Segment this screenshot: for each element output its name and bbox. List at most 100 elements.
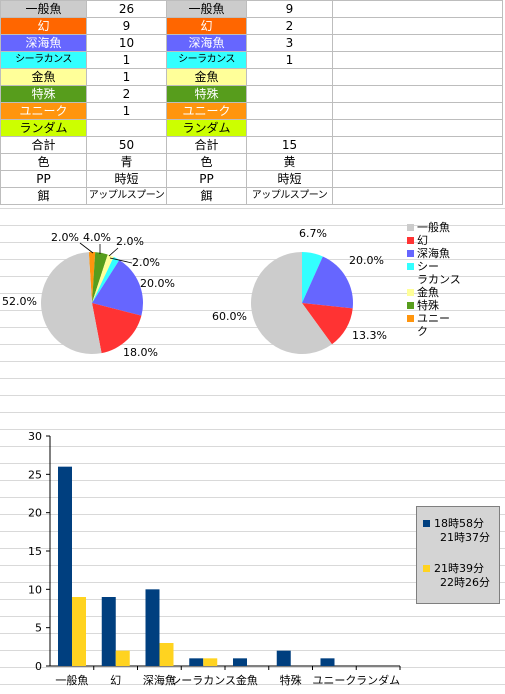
table-row: 特殊 2 特殊 xyxy=(0,85,503,103)
sheet-row-line xyxy=(0,599,505,600)
sheet-row-line xyxy=(0,514,505,515)
table-cell[interactable]: ランダム xyxy=(166,119,247,137)
table-cell[interactable]: 15 xyxy=(246,136,333,154)
table-cell[interactable]: 2 xyxy=(86,85,167,103)
table-cell[interactable]: 黄 xyxy=(246,153,333,171)
table-cell[interactable] xyxy=(332,153,503,171)
sheet-row-line xyxy=(0,548,505,549)
y-tick-label: 5 xyxy=(35,622,42,635)
table-cell[interactable]: 1 xyxy=(86,51,167,69)
table-cell[interactable]: 1 xyxy=(86,68,167,86)
table-cell[interactable] xyxy=(246,68,333,86)
table-row: シーラカンス 1 シーラカンス 1 xyxy=(0,51,503,69)
table-cell[interactable]: 餌 xyxy=(166,187,247,205)
table-cell[interactable]: 特殊 xyxy=(166,85,247,103)
table-cell[interactable]: アップルスプーン xyxy=(246,187,333,205)
table-cell[interactable]: 3 xyxy=(246,34,333,52)
table-cell[interactable] xyxy=(332,119,503,137)
table-cell[interactable]: 金魚 xyxy=(166,68,247,86)
table-cell[interactable]: ユニーク xyxy=(166,102,247,120)
pie-slice xyxy=(92,303,142,354)
table-cell[interactable]: シーラカンス xyxy=(166,51,247,69)
table-cell[interactable]: 餌 xyxy=(0,187,87,205)
table-cell[interactable]: 合計 xyxy=(0,136,87,154)
table-cell[interactable]: 色 xyxy=(166,153,247,171)
pie-slice xyxy=(88,252,96,303)
table-cell[interactable] xyxy=(332,85,503,103)
table-cell[interactable]: PP xyxy=(0,170,87,188)
table-cell[interactable] xyxy=(332,51,503,69)
table-row: 一般魚 26 一般魚 9 xyxy=(0,0,503,18)
table-cell[interactable]: 合計 xyxy=(166,136,247,154)
pie-legend-swatch xyxy=(407,250,414,257)
table-cell[interactable]: 色 xyxy=(0,153,87,171)
pie-chart-1: 52.0% 18.0% 20.0% 2.0% 2.0% 4.0% 2.0% xyxy=(2,231,175,359)
table-cell[interactable] xyxy=(332,34,503,52)
bar-legend-label-2: 21時39分 xyxy=(434,562,484,575)
table-cell[interactable] xyxy=(246,85,333,103)
table-cell[interactable]: 10 xyxy=(86,34,167,52)
bar xyxy=(72,597,86,666)
table-cell[interactable] xyxy=(246,119,333,137)
table-cell[interactable]: 金魚 xyxy=(0,68,87,86)
table-cell[interactable]: 青 xyxy=(86,153,167,171)
table-cell[interactable] xyxy=(332,170,503,188)
table-cell[interactable]: アップルスプーン xyxy=(86,187,167,205)
x-tick-label: シーラカンス xyxy=(170,674,236,687)
table-cell[interactable]: 深海魚 xyxy=(0,34,87,52)
pie-slice xyxy=(92,259,143,316)
pie-slice xyxy=(92,256,120,303)
table-cell[interactable]: 1 xyxy=(86,102,167,120)
pie-legend-swatch xyxy=(407,302,414,309)
table-cell[interactable]: 幻 xyxy=(166,17,247,35)
pie-slice-label: 20.0% xyxy=(349,254,384,267)
pie-slice-label: 18.0% xyxy=(123,346,158,359)
y-tick-label: 25 xyxy=(28,468,42,481)
table-cell[interactable] xyxy=(332,102,503,120)
x-tick-label: 金魚 xyxy=(236,673,258,687)
table-cell[interactable]: PP xyxy=(166,170,247,188)
table-cell[interactable]: 26 xyxy=(86,0,167,18)
table-cell[interactable]: 9 xyxy=(246,0,333,18)
table-cell[interactable]: 深海魚 xyxy=(166,34,247,52)
table-cell[interactable]: 幻 xyxy=(0,17,87,35)
x-tick-label: ランダム xyxy=(356,673,400,687)
table-cell[interactable]: 9 xyxy=(86,17,167,35)
table-cell[interactable] xyxy=(246,102,333,120)
table-cell[interactable]: 1 xyxy=(246,51,333,69)
pie-legend-swatch xyxy=(407,263,414,270)
table-cell[interactable] xyxy=(332,68,503,86)
bar xyxy=(276,650,291,666)
pie-slice-label: 60.0% xyxy=(212,310,247,323)
sheet-row-line xyxy=(0,344,505,345)
table-cell[interactable]: 50 xyxy=(86,136,167,154)
table-cell[interactable]: 時短 xyxy=(86,170,167,188)
table-cell[interactable] xyxy=(332,136,503,154)
table-row: 深海魚 10 深海魚 3 xyxy=(0,34,503,52)
table-cell[interactable] xyxy=(332,0,503,18)
table-cell[interactable] xyxy=(86,119,167,137)
pie-slice-label: 4.0% xyxy=(83,231,111,244)
table-cell[interactable]: 一般魚 xyxy=(166,0,247,18)
table-cell[interactable] xyxy=(332,187,503,205)
y-tick-label: 15 xyxy=(28,545,42,558)
pie-leader-line xyxy=(108,247,119,257)
sheet-row-line xyxy=(0,429,505,430)
table-cell[interactable]: 特殊 xyxy=(0,85,87,103)
table-cell[interactable]: ランダム xyxy=(0,119,87,137)
table-cell[interactable]: 2 xyxy=(246,17,333,35)
pie-legend-label: 一般魚 xyxy=(417,221,450,234)
table-cell[interactable]: シーラカンス xyxy=(0,51,87,69)
table-row: ランダム ランダム xyxy=(0,119,503,137)
table-cell[interactable]: 時短 xyxy=(246,170,333,188)
pie-slice-label: 2.0% xyxy=(116,235,144,248)
bar xyxy=(115,650,130,666)
pie-legend-swatch xyxy=(407,224,414,231)
sheet-row-line xyxy=(0,412,505,413)
table-cell[interactable]: 一般魚 xyxy=(0,0,87,18)
table-cell[interactable]: ユニーク xyxy=(0,102,87,120)
pie-slice xyxy=(302,252,323,303)
pie-slice xyxy=(92,252,108,303)
table-cell[interactable] xyxy=(332,17,503,35)
